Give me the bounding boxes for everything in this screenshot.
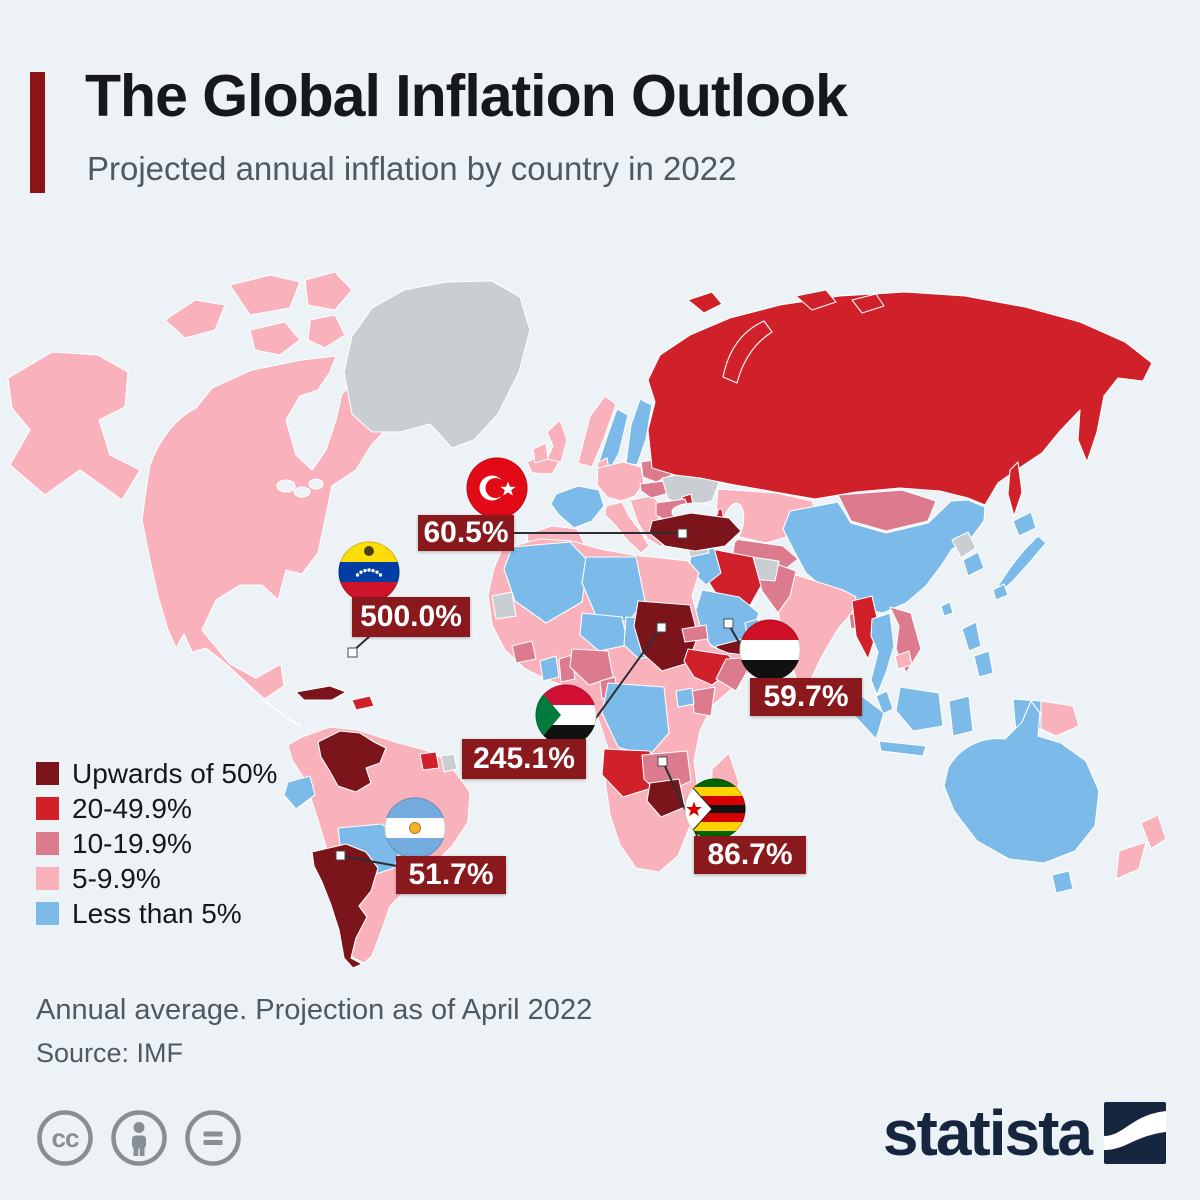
country-kenya xyxy=(691,686,716,717)
country-north-korea xyxy=(951,531,977,559)
no-derivatives-equals-icon xyxy=(185,1110,241,1166)
legend-swatch-upwards-of-50 xyxy=(36,762,59,785)
country-western-sahara xyxy=(491,591,517,620)
region-asia xyxy=(743,489,1047,716)
callout-value-sudan: 245.1% xyxy=(462,739,586,779)
country-italy xyxy=(604,501,650,554)
callout-marker-yemen xyxy=(723,618,734,629)
country-guinea xyxy=(511,640,537,664)
country-russia xyxy=(647,291,1153,506)
country-canada-usa-mexico xyxy=(141,355,403,728)
svg-text:cc: cc xyxy=(52,1123,79,1153)
country-eritrea xyxy=(681,624,709,643)
country-philippines xyxy=(961,621,982,652)
country-suriname xyxy=(419,751,440,771)
country-niger xyxy=(579,612,629,652)
country-new-zealand xyxy=(1140,814,1167,850)
legend-item-5-9: 5-9.9% xyxy=(36,861,277,896)
turkey-flag-icon xyxy=(466,457,528,519)
region-russia xyxy=(647,289,1153,517)
statista-logo-icon xyxy=(1104,1102,1166,1164)
callout-markers xyxy=(335,528,734,861)
title-accent-bar xyxy=(30,72,45,193)
callout-value-zimbabwe: 86.7% xyxy=(694,836,806,874)
legend-swatch-5-9 xyxy=(36,867,59,890)
creative-commons-icon: cc xyxy=(37,1110,93,1166)
callout-value-venezuela: 500.0% xyxy=(352,597,470,637)
legend: Upwards of 50% 20-49.9% 10-19.9% 5-9.9% … xyxy=(36,756,277,931)
callout-value-argentina: 51.7% xyxy=(396,856,506,894)
country-greenland xyxy=(343,280,531,449)
country-hispaniola xyxy=(351,695,375,711)
country-ireland xyxy=(532,442,549,464)
country-alaska xyxy=(7,351,141,501)
page-title: The Global Inflation Outlook xyxy=(85,63,848,129)
statista-wordmark: statista xyxy=(882,1097,1093,1169)
callout-marker-turkey xyxy=(677,528,688,539)
legend-item-20-49: 20-49.9% xyxy=(36,791,277,826)
country-sakhalin xyxy=(1007,461,1023,517)
region-africa xyxy=(487,538,759,873)
country-papua-new-guinea xyxy=(1040,700,1080,737)
country-turkey xyxy=(648,512,742,552)
legend-item-10-19: 10-19.9% xyxy=(36,826,277,861)
callout-value-turkey: 60.5% xyxy=(418,515,514,551)
country-australia xyxy=(943,700,1100,864)
country-angola xyxy=(601,748,656,798)
country-ethiopia xyxy=(683,648,740,686)
sudan-flag-icon xyxy=(535,684,597,746)
country-tasmania xyxy=(1051,870,1074,894)
callout-marker-argentina xyxy=(335,850,346,861)
callout-line-argentina xyxy=(340,855,398,867)
yemen-flag-icon xyxy=(739,619,801,681)
country-thailand xyxy=(870,612,895,696)
legend-swatch-less-than-5 xyxy=(36,902,59,925)
country-cambodia xyxy=(894,650,913,670)
country-venezuela xyxy=(317,730,387,793)
country-ecuador xyxy=(283,775,316,810)
legend-item-less-than-5: Less than 5% xyxy=(36,896,277,931)
country-japan xyxy=(1012,511,1037,537)
venezuela-flag-icon xyxy=(338,541,400,603)
country-algeria xyxy=(503,541,589,624)
country-vietnam-laos xyxy=(889,606,922,674)
region-oceania xyxy=(851,595,1167,894)
callout-value-yemen: 59.7% xyxy=(750,678,862,716)
statista-branding: statista xyxy=(883,1096,1166,1170)
region-europe xyxy=(526,395,720,563)
legend-swatch-10-19 xyxy=(36,832,59,855)
country-france xyxy=(550,485,605,529)
legend-swatch-20-49 xyxy=(36,797,59,820)
attribution-person-icon xyxy=(111,1110,167,1166)
country-south-korea xyxy=(962,551,985,577)
region-north-america xyxy=(7,271,403,728)
page-subtitle: Projected annual inflation by country in… xyxy=(87,150,737,187)
country-germany xyxy=(596,461,645,502)
country-norway xyxy=(577,395,617,468)
footnote: Annual average. Projection as of April 2… xyxy=(36,994,593,1026)
license-icons: cc xyxy=(34,1107,244,1169)
callout-marker-sudan xyxy=(656,622,667,633)
country-finland xyxy=(625,398,653,466)
callout-marker-venezuela xyxy=(347,647,358,658)
argentina-flag-icon xyxy=(384,797,446,859)
callout-marker-zimbabwe xyxy=(657,756,668,767)
country-united-kingdom xyxy=(546,419,568,463)
country-sudan xyxy=(633,600,699,672)
country-french-guiana xyxy=(440,753,458,773)
source-note: Source: IMF xyxy=(36,1038,184,1068)
country-uganda xyxy=(675,687,695,708)
legend-item-upwards-of-50: Upwards of 50% xyxy=(36,756,277,791)
region-south-america xyxy=(283,726,471,969)
country-taiwan xyxy=(940,601,954,617)
country-mongolia xyxy=(837,489,937,532)
country-ivory-coast xyxy=(539,655,560,682)
country-cuba xyxy=(295,685,347,701)
zimbabwe-flag-icon xyxy=(684,778,746,840)
